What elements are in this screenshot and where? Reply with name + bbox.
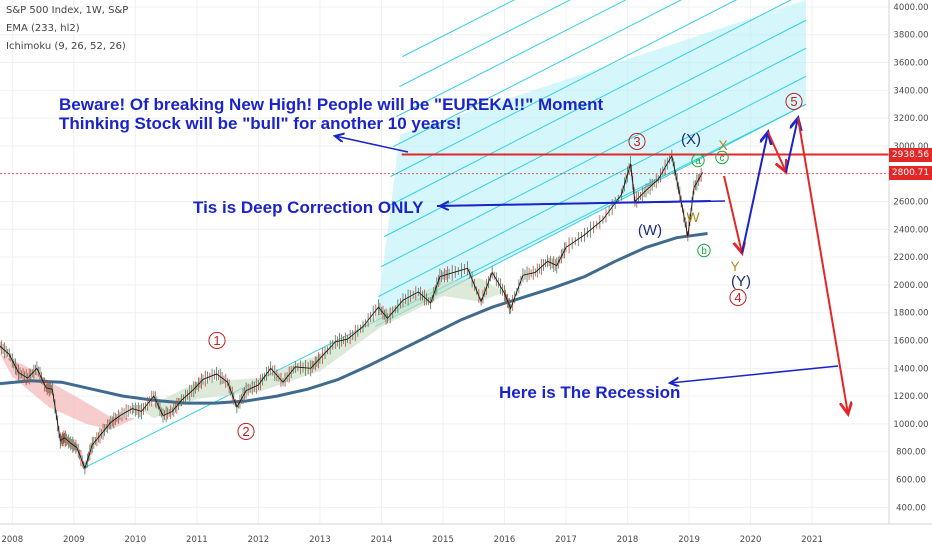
price-axis xyxy=(889,0,932,550)
y-tick-label: 2400.00 xyxy=(893,225,928,235)
last-price-tag: 2800.71 xyxy=(889,166,932,180)
x-tick-label: 2020 xyxy=(740,535,762,545)
y-tick-label: 1800.00 xyxy=(893,309,928,319)
wave-c-label: c xyxy=(720,153,725,164)
ema-line xyxy=(0,232,708,405)
y-tick-label: 1000.00 xyxy=(893,420,928,430)
wave-gold-y-label: Y xyxy=(730,258,740,274)
wave-a-label-ring xyxy=(691,153,705,168)
y-tick-label: 2000.00 xyxy=(893,281,928,291)
x-tick-label: 2019 xyxy=(678,535,700,545)
channel-line xyxy=(393,0,682,148)
legend-ema: EMA (233, hl2) xyxy=(6,23,80,34)
y-tick-label: 3800.00 xyxy=(893,31,928,41)
legend-ichimoku: Ichimoku (9, 26, 52, 26) xyxy=(6,41,126,52)
wave-2-label: 2 xyxy=(242,424,249,439)
eureka-warning-line-2: Thinking Stock will be "bull" for anothe… xyxy=(59,114,462,133)
resistance-price-tag: 2938.56 xyxy=(889,148,932,162)
channel-line xyxy=(384,19,807,238)
channel-line xyxy=(381,47,807,268)
wave-b-label-ring xyxy=(697,243,711,258)
channel-line xyxy=(387,0,792,208)
wave-1-label-ring xyxy=(208,331,226,350)
projection-up-2 xyxy=(785,118,798,173)
wave-3-label-ring xyxy=(628,132,646,151)
projection-up-1 xyxy=(741,132,768,254)
recession-note: Here is The Recession xyxy=(499,383,681,402)
time-axis xyxy=(0,524,932,550)
wave-y-label: (Y) xyxy=(731,273,751,290)
eureka-arrow xyxy=(335,136,409,153)
x-tick-label: 2008 xyxy=(1,535,23,545)
projection-down-1 xyxy=(723,175,742,253)
wave-gold-x-label: X xyxy=(718,137,728,153)
wave-a-label: a xyxy=(695,156,701,167)
channel-fill xyxy=(375,0,806,327)
y-tick-label: 600.00 xyxy=(896,476,926,486)
wave-c-label-ring xyxy=(715,150,729,165)
wave-gold-w-label: W xyxy=(686,209,700,225)
x-tick-label: 2017 xyxy=(555,535,577,545)
wave-b-label: b xyxy=(701,246,707,257)
projection-down-2 xyxy=(767,131,786,172)
channel-line xyxy=(402,0,516,58)
x-tick-label: 2012 xyxy=(248,535,270,545)
wave-1-label: 1 xyxy=(213,333,220,348)
x-tick-label: 2013 xyxy=(309,535,331,545)
x-tick-label: 2011 xyxy=(186,535,208,545)
x-tick-label: 2010 xyxy=(125,535,147,545)
correction-arrow xyxy=(440,200,726,206)
wave-x-label: (X) xyxy=(681,131,701,148)
ichimoku-cloud-bull xyxy=(141,277,505,419)
y-tick-label: 2200.00 xyxy=(893,253,928,263)
y-tick-label: 1600.00 xyxy=(893,337,928,347)
y-tick-label: 3000.00 xyxy=(893,142,928,152)
wave-2-label-ring xyxy=(237,422,255,441)
y-tick-label: 800.00 xyxy=(896,448,926,458)
x-tick-label: 2018 xyxy=(617,535,639,545)
channel-line xyxy=(396,0,627,118)
y-tick-label: 400.00 xyxy=(896,503,926,513)
wave-3-label: 3 xyxy=(633,134,640,149)
price-line xyxy=(0,154,703,470)
deep-correction-note: Tis is Deep Correction ONLY xyxy=(193,198,424,217)
projection-recession xyxy=(797,117,848,414)
channel-line xyxy=(378,75,807,298)
x-tick-label: 2015 xyxy=(432,535,454,545)
x-tick-label: 2021 xyxy=(801,535,823,545)
y-tick-label: 2600.00 xyxy=(893,198,928,208)
y-tick-label: 1200.00 xyxy=(893,392,928,402)
legend-symbol: S&P 500 Index, 1W, S&P xyxy=(6,5,129,16)
wave-4-label-ring xyxy=(729,288,747,307)
x-tick-label: 2016 xyxy=(494,535,516,545)
y-tick-label: 1400.00 xyxy=(893,364,928,374)
eureka-warning-line-1: Beware! Of breaking New High! People wil… xyxy=(59,95,604,114)
wave-5-label: 5 xyxy=(790,94,797,109)
y-tick-label: 3400.00 xyxy=(893,86,928,96)
y-tick-label: 3200.00 xyxy=(893,114,928,124)
y-tick-label: 4000.00 xyxy=(893,3,928,13)
channel-line xyxy=(399,0,572,88)
wave-5-label-ring xyxy=(785,92,803,111)
y-tick-label: 3600.00 xyxy=(893,59,928,69)
wave-4-label: 4 xyxy=(734,290,741,305)
wave-w-label: (W) xyxy=(638,222,662,239)
x-tick-label: 2009 xyxy=(63,535,85,545)
recession-arrow xyxy=(670,365,839,383)
x-tick-label: 2014 xyxy=(371,535,393,545)
channel-line xyxy=(390,0,738,178)
